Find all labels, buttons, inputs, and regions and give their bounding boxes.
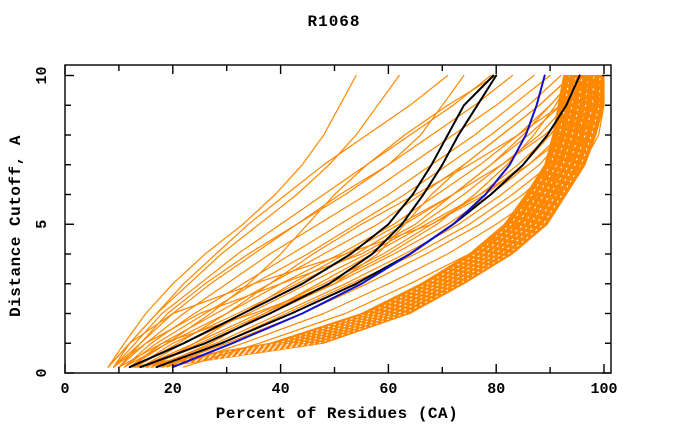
blue-curve-layer xyxy=(171,74,546,369)
reference-black-curve xyxy=(128,74,495,369)
x-tick-label: 0 xyxy=(60,381,69,398)
predictions-orange-curve xyxy=(150,74,600,368)
predictions-orange-curve xyxy=(166,74,605,368)
chart-title: R1068 xyxy=(307,13,360,31)
band-texture-line xyxy=(134,75,571,368)
predictions-orange-curve xyxy=(118,74,535,368)
x-tick-label: 60 xyxy=(379,381,397,398)
predictions-orange-curve xyxy=(123,74,497,368)
x-tick-label: 40 xyxy=(272,381,290,398)
predictions-orange-curve xyxy=(112,74,465,368)
x-axis-label: Percent of Residues (CA) xyxy=(216,405,458,423)
y-tick-label: 0 xyxy=(34,368,51,377)
predictions-orange-curve xyxy=(150,74,605,368)
y-tick-label: 10 xyxy=(34,66,51,84)
reference-black-curve xyxy=(139,74,498,369)
x-tick-label: 20 xyxy=(164,381,182,398)
y-tick-label: 5 xyxy=(34,220,51,229)
band-texture-line xyxy=(158,75,601,368)
x-tick-label: 80 xyxy=(487,381,505,398)
predictions-orange-curve xyxy=(112,74,449,368)
predictions-orange-curve xyxy=(183,74,605,368)
predictions-orange-curve xyxy=(123,74,551,368)
predictions-orange-curve xyxy=(107,74,357,368)
x-tick-label: 100 xyxy=(590,381,617,398)
plot-frame xyxy=(64,64,612,374)
band-texture-line xyxy=(149,75,589,368)
plot-frame-layer xyxy=(64,64,612,374)
predictions-orange-curve xyxy=(112,74,492,368)
highlight-blue-curve xyxy=(171,74,546,369)
predictions-orange-curve xyxy=(134,74,594,368)
y-axis-label: Distance Cutoff, A xyxy=(7,135,25,317)
predictions-orange-curve xyxy=(145,74,573,368)
predictions-orange-curve xyxy=(123,74,562,368)
predictions-orange-curve xyxy=(172,74,605,368)
tick-labels-layer: 0 20 40 60 80 100 0 5 10 xyxy=(34,66,618,398)
